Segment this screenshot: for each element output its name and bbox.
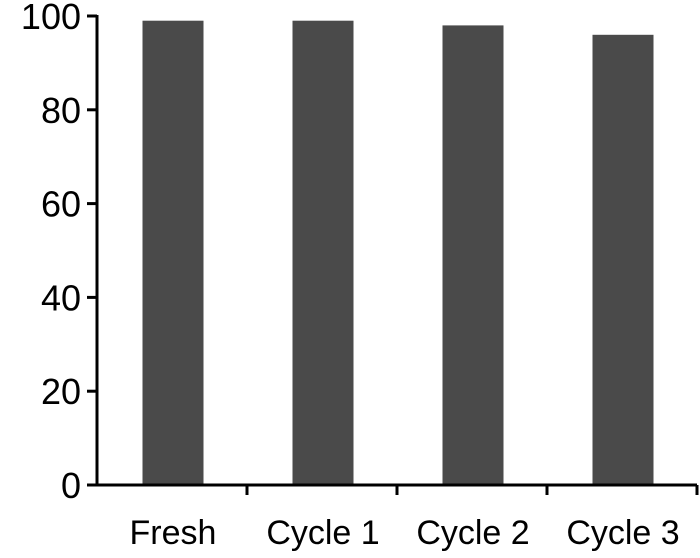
x-ticks-group: Fresh Cycle 1 Cycle 2 Cycle 3 [130,485,699,552]
y-tick-label: 100 [21,0,81,37]
y-tick-label: 40 [41,277,81,318]
x-category-label: Fresh [130,514,217,552]
x-category-label: Cycle 2 [416,514,529,552]
y-tick-label: 20 [41,371,81,412]
bar-cycle-3 [592,34,654,486]
bar-cycle-1 [292,20,354,485]
x-category-label: Cycle 1 [266,514,379,552]
x-category-label: Cycle 3 [566,514,679,552]
bar-fresh [142,20,204,485]
y-tick-label: 80 [41,90,81,131]
y-tick-label: 60 [41,184,81,225]
y-ticks-group: 0 20 40 60 80 100 [21,0,97,506]
bars-group [142,20,654,486]
y-tick-label: 0 [61,465,81,506]
bar-cycle-2 [442,25,504,486]
